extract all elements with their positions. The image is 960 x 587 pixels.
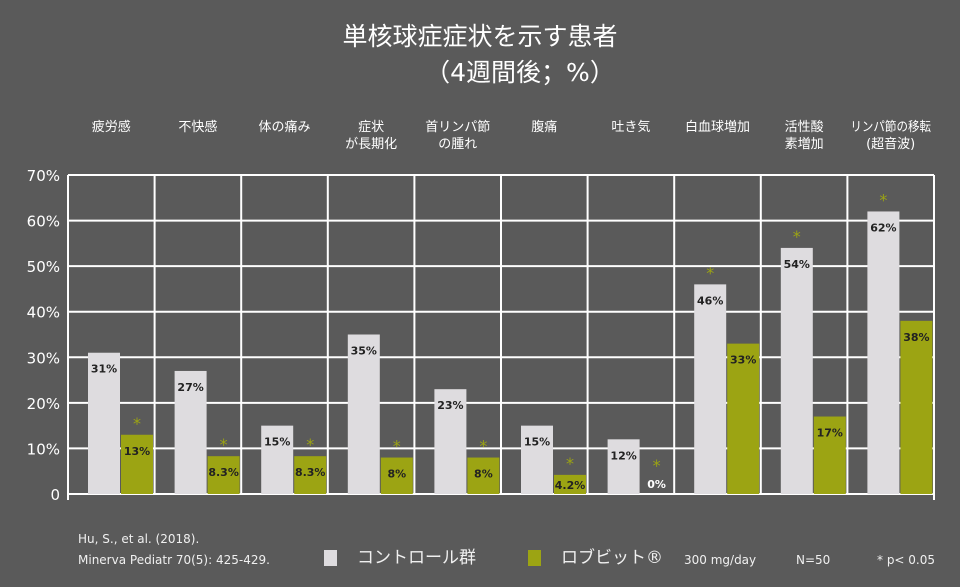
category-label: 症状	[358, 120, 384, 135]
legend-label-treatment: ロブビット®	[561, 548, 663, 568]
legend-swatch-treatment	[528, 550, 541, 566]
y-tick-label: 50%	[27, 258, 60, 276]
bar-treatment	[813, 416, 846, 494]
category-label: 体の痛み	[258, 119, 310, 135]
data-label: 0%	[647, 478, 666, 491]
legend-swatch-control	[324, 550, 337, 566]
y-tick-label: 30%	[27, 349, 60, 367]
bar-control	[261, 425, 294, 494]
significance-asterisk: *	[706, 263, 714, 282]
category-label: 疲労感	[92, 119, 131, 135]
category-label: 白血球増加	[685, 119, 750, 135]
data-label: 13%	[124, 445, 150, 458]
data-label: 8.3%	[295, 466, 326, 479]
chart-title: 単核球症症状を示す患者	[342, 22, 618, 51]
category-label: リンパ節の移転	[850, 120, 931, 135]
significance-asterisk: *	[133, 414, 141, 433]
citation-line1: Hu, S., et al. (2018).	[78, 532, 200, 546]
y-tick-label: 20%	[27, 395, 60, 413]
bar-control	[780, 247, 813, 494]
data-label: 33%	[730, 354, 756, 367]
data-label: 15%	[264, 436, 290, 449]
bar-treatment	[727, 343, 760, 494]
data-label: 46%	[697, 294, 723, 307]
citation-line2: Minerva Pediatr 70(5): 425-429.	[78, 553, 270, 567]
significance-asterisk: *	[653, 456, 661, 475]
bar-control	[867, 211, 900, 494]
category-label: 活性酸	[785, 120, 824, 135]
data-label: 35%	[351, 345, 377, 358]
data-label: 8%	[387, 468, 406, 481]
bar-control	[174, 370, 207, 494]
bar-treatment	[554, 474, 586, 494]
category-label: 素増加	[785, 137, 824, 152]
data-label: 17%	[817, 427, 843, 440]
data-label: 23%	[437, 399, 463, 412]
bar-treatment	[121, 434, 153, 494]
y-tick-label: 0	[50, 486, 60, 504]
bar-control	[694, 284, 727, 494]
category-label: の腫れ	[438, 136, 477, 152]
bar-treatment	[380, 457, 413, 494]
data-label: 31%	[91, 363, 117, 376]
data-label: 8.3%	[208, 466, 239, 479]
bar-control	[347, 334, 380, 494]
bar-control	[607, 439, 640, 494]
pvalue-label: * p< 0.05	[877, 553, 936, 567]
category-label: (超音波)	[866, 136, 915, 152]
y-tick-label: 60%	[27, 213, 60, 231]
category-label: が長期化	[345, 137, 397, 152]
category-label: 腹痛	[531, 119, 557, 135]
bar-treatment	[207, 456, 240, 494]
data-label: 62%	[870, 221, 896, 234]
y-tick-label: 10%	[27, 440, 60, 458]
y-tick-label: 40%	[27, 304, 60, 322]
category-label: 不快感	[178, 119, 217, 135]
data-label: 4.2%	[555, 479, 586, 492]
category-label: 首リンパ節	[425, 120, 490, 135]
significance-asterisk: *	[793, 227, 801, 246]
bar-treatment	[294, 456, 327, 494]
bar-control	[434, 389, 467, 494]
legend-label-control: コントロール群	[357, 548, 476, 568]
data-label: 8%	[474, 468, 493, 481]
bar-treatment	[900, 320, 933, 494]
significance-asterisk: *	[393, 437, 401, 456]
data-label: 27%	[177, 381, 203, 394]
data-label: 38%	[903, 331, 929, 344]
category-label: 吐き気	[611, 119, 650, 135]
significance-asterisk: *	[479, 437, 487, 456]
significance-asterisk: *	[306, 435, 314, 454]
data-label: 15%	[524, 436, 550, 449]
bar-control	[521, 425, 553, 494]
significance-asterisk: *	[220, 435, 228, 454]
bar-control	[88, 352, 120, 494]
n-label: N=50	[796, 553, 831, 567]
chart-subtitle: （4週間後；%）	[425, 58, 615, 87]
significance-asterisk: *	[879, 190, 887, 209]
data-label: 12%	[610, 449, 636, 462]
significance-asterisk: *	[566, 454, 574, 473]
bar-treatment	[467, 457, 500, 494]
data-label: 54%	[784, 258, 810, 271]
y-tick-label: 70%	[27, 167, 60, 185]
dose-label: 300 mg/day	[684, 553, 757, 567]
